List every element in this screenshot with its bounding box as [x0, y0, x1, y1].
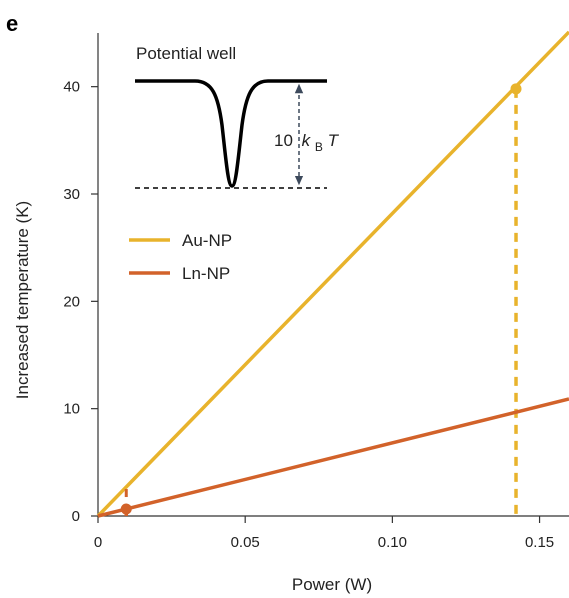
- series-layer: [96, 30, 569, 518]
- au-np-marker-point: [510, 83, 522, 95]
- legend: Au-NP Ln-NP: [129, 231, 232, 283]
- x-tick-label: 0.10: [378, 534, 407, 551]
- well-depth-t: T: [328, 131, 340, 150]
- y-ticks: 0 10 20 30 40: [63, 79, 98, 525]
- well-depth-subscript: B: [315, 140, 323, 154]
- au-np-series-line: [96, 30, 569, 518]
- y-tick-label: 10: [63, 401, 80, 418]
- x-axis-title: Power (W): [292, 575, 372, 594]
- legend-label-ln-np: Ln-NP: [182, 264, 230, 283]
- legend-label-au-np: Au-NP: [182, 231, 232, 250]
- ln-np-marker-point: [120, 503, 132, 515]
- axes: [97, 33, 569, 517]
- potential-well-curve: [135, 79, 327, 188]
- inset-title: Potential well: [136, 44, 236, 63]
- y-tick-label: 30: [63, 186, 80, 203]
- panel-label: e: [6, 11, 18, 36]
- well-depth-number: 10: [274, 131, 293, 150]
- x-tick-label: 0.05: [231, 534, 260, 551]
- ln-np-series-line: [97, 397, 569, 518]
- potential-well-inset: Potential well 10 k B T: [135, 44, 340, 189]
- well-depth-k: k: [302, 131, 312, 150]
- x-tick-label: 0.15: [525, 534, 554, 551]
- y-axis-title: Increased temperature (K): [13, 201, 32, 399]
- x-tick-label: 0: [94, 534, 102, 551]
- y-tick-label: 40: [63, 79, 80, 96]
- y-tick-label: 20: [63, 293, 80, 310]
- well-depth-label: 10 k B T: [274, 131, 340, 155]
- y-tick-label: 0: [72, 508, 80, 525]
- x-ticks: 0 0.05 0.10 0.15: [94, 516, 554, 551]
